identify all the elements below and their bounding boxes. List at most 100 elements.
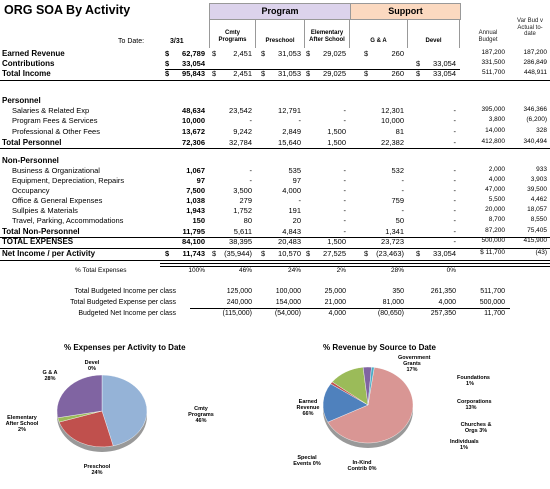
budget-value: 257,350 [430,310,456,317]
value-cell: 3,903 [530,176,547,183]
row-label: Contributions [2,59,55,68]
value-cell: 33,054 [433,249,456,258]
row-label: Net Income / per Activity [2,249,96,258]
value-cell: (6,200) [526,116,547,123]
rule-line [0,260,550,261]
value-cell: 48,634 [182,106,205,115]
currency-symbol: $ [306,249,311,258]
page-title: ORG SOA By Activity [4,3,131,17]
value-cell: 933 [536,166,547,173]
pie-label: Government Grants 17% [398,355,431,373]
currency-symbol: $ [165,249,170,258]
value-cell: 33,054 [433,69,456,78]
pct-value: 24% [287,267,301,274]
section-heading: Personnel [2,96,41,105]
value-cell: 9,242 [233,127,252,136]
row-label: Equipment, Depreciation, Repairs [12,176,125,185]
value-cell: 346,366 [523,106,548,113]
value-cell: 23,542 [229,106,252,115]
value-cell: 10,000 [182,116,205,125]
value-cell: - [453,176,457,185]
currency-symbol: $ [212,249,217,258]
value-cell: 87,200 [485,227,505,234]
value-cell: 331,500 [481,59,506,66]
pie-label: Devel 0% [84,360,100,372]
column-divider [459,19,460,48]
value-cell: - [343,116,347,125]
row-label: Total Non-Personnel [2,227,80,236]
col-header-ga: G & A [370,38,387,44]
row-label: Office & General Expenses [12,196,103,205]
value-cell: 412,800 [481,138,506,145]
value-cell: (43) [535,249,547,256]
value-cell: 31,053 [278,49,301,58]
value-cell: 12,791 [278,106,301,115]
pct-value: 46% [238,267,252,274]
value-cell: 2,451 [233,69,252,78]
budget-row-label: Total Budgeted Income per class [74,288,176,295]
value-cell: 150 [192,216,205,225]
currency-symbol: $ [165,49,170,58]
currency-symbol: $ [416,59,421,68]
value-cell: 32,784 [229,138,252,147]
row-label: TOTAL EXPENSES [2,237,74,246]
expenses-pie-chart [56,374,148,452]
report-date: 3/31 [170,38,184,45]
pie-slice [322,383,369,423]
value-cell: 4,000 [488,176,505,183]
row-label: Total Personnel [2,138,62,147]
pie-label: Individuals 1% [450,439,479,451]
value-cell: - [453,106,457,115]
value-cell: 1,067 [186,166,205,175]
pie-label: Churches & Orgs 3% [460,422,492,434]
value-cell: 3,800 [488,116,505,123]
value-cell: 20 [292,216,301,225]
budget-value: 240,000 [226,299,252,306]
currency-symbol: $ [364,49,369,58]
pct-value: 28% [390,267,404,274]
value-cell: 20,483 [278,237,301,246]
value-cell: 23,723 [381,237,404,246]
value-cell: 97 [292,176,301,185]
col-header-annual-budget: Annual Budget [478,30,498,43]
pct-value: 100% [188,267,205,274]
value-cell: 18,057 [527,206,547,213]
currency-symbol: $ [261,69,266,78]
value-cell: 33,054 [433,59,456,68]
value-cell: - [453,206,457,215]
pie-slice [327,367,414,444]
value-cell: - [453,196,457,205]
value-cell: 279 [239,196,252,205]
revenue-chart-title: % Revenue by Source to Date [323,343,436,352]
value-cell: 10,000 [381,116,404,125]
value-cell: - [453,166,457,175]
pie-label: In-Kind Contrib 0% [347,460,377,472]
value-cell: 286,849 [523,59,548,66]
budget-value: 350 [392,288,404,295]
currency-symbol: $ [165,69,170,78]
value-cell: - [453,237,457,246]
budget-value: 511,700 [480,288,505,295]
pie-label: Foundations 1% [457,375,490,387]
value-cell: 15,640 [278,138,301,147]
value-cell: - [453,216,457,225]
pie-label: Earned Revenue 66% [296,399,320,417]
value-cell: 29,025 [323,49,346,58]
value-cell: 33,054 [182,59,205,68]
value-cell: 500,000 [481,237,506,244]
value-cell: 187,200 [523,49,548,56]
value-cell: 4,843 [282,227,301,236]
value-cell: - [453,127,457,136]
budget-value: 100,000 [275,288,301,295]
to-date-label: To Date: [118,38,145,45]
row-label: Sullpies & Materials [12,206,78,215]
col-header-variance: Var Bud v Actual to-date [517,18,543,37]
row-label: Occupancy [12,186,50,195]
value-cell: 50 [395,216,404,225]
budget-value: 4,000 [438,299,456,306]
value-cell: 10,570 [278,249,301,258]
currency-symbol: $ [306,69,311,78]
value-cell: 81 [395,127,404,136]
value-cell: - [453,227,457,236]
